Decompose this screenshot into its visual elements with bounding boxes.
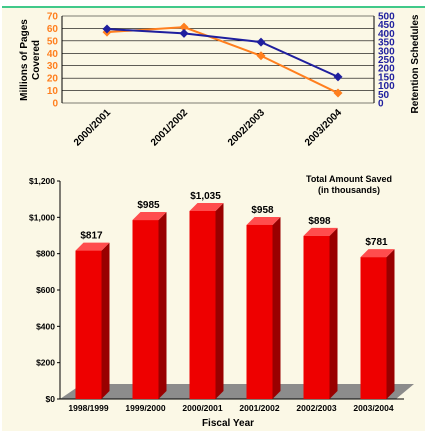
y-tick-label: $200 [36,358,55,368]
bar-data-label: $985 [137,200,160,211]
bar-side [159,212,167,399]
bar [304,236,330,399]
chart-title-line2: (in thousands) [318,185,380,195]
bar-data-label: $958 [251,205,274,216]
x-category-label: 2002/2003 [296,403,336,413]
bar-data-label: $817 [80,231,103,242]
bar-data-label: $781 [365,237,388,248]
y-tick-label: $0 [46,394,56,404]
x-category-label: 2001/2002 [239,403,279,413]
chart-title-line1: Total Amount Saved [306,174,392,184]
bar [190,211,216,399]
x-category-label: 1998/1999 [68,403,108,413]
y-tick-label: $600 [36,285,55,295]
bar-side [330,228,338,399]
bar-side [273,217,281,399]
x-axis-title: Fiscal Year [202,418,254,429]
y-tick-label: $1,000 [29,212,55,222]
bar-data-label: $898 [308,216,331,227]
bar-data-label: $1,035 [190,191,221,202]
bar [76,251,102,399]
y-tick-label: $400 [36,321,55,331]
bar-side [387,249,395,399]
bar-side [216,203,224,399]
bar [133,220,159,399]
bar [361,257,387,399]
x-category-label: 2000/2001 [182,403,222,413]
bar-side [102,243,110,399]
y-tick-label: $1,200 [29,176,55,186]
bar [247,225,273,399]
x-category-label: 1999/2000 [125,403,165,413]
x-category-label: 2003/2004 [353,403,393,413]
y-tick-label: $800 [36,249,55,259]
